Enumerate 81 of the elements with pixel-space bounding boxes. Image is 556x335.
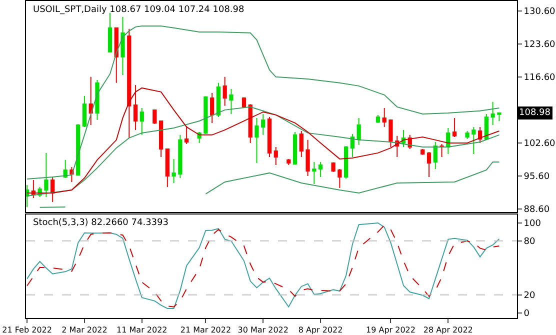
candlestick <box>478 126 482 144</box>
y-tick-label: 0 <box>524 308 530 319</box>
candlestick <box>178 134 182 178</box>
candlestick <box>120 16 125 76</box>
x-tick-label: 19 Apr 2022 <box>366 326 416 335</box>
candlestick <box>312 161 316 184</box>
candlestick <box>440 143 444 158</box>
candlestick <box>95 79 100 120</box>
text: 108.98 <box>519 108 551 118</box>
candlestick <box>76 123 80 176</box>
chart-title: Stoch(5,3,3) 82.2660 74.3393 <box>33 218 168 228</box>
candlestick <box>338 168 342 188</box>
candlestick <box>350 133 355 158</box>
candlestick <box>356 117 361 146</box>
candlestick <box>292 131 298 166</box>
candlestick <box>433 141 438 170</box>
line-series <box>26 25 500 180</box>
candlestick <box>44 152 48 198</box>
candlestick <box>420 148 425 156</box>
candlestick <box>242 96 246 108</box>
candlestick <box>127 28 132 138</box>
candlestick <box>184 125 189 144</box>
y-tick-label: 80 <box>524 237 536 248</box>
candlestick <box>452 117 457 138</box>
candlestick <box>108 12 112 52</box>
y-tick-label: 116.60 <box>524 73 556 84</box>
candlestick <box>318 161 323 178</box>
candlestick <box>331 162 336 172</box>
candlestick <box>376 114 380 124</box>
candlestick <box>216 82 221 118</box>
candlestick <box>388 118 393 148</box>
candlestick <box>261 113 266 136</box>
candlestick <box>140 107 144 136</box>
candlestick <box>172 158 176 184</box>
candlestick <box>254 117 259 164</box>
x-tick-label: 21 Mar 2022 <box>180 326 232 335</box>
candlestick <box>465 130 470 140</box>
candlestick <box>490 101 495 126</box>
x-tick-label: 8 Apr 2022 <box>298 326 343 335</box>
candlestick <box>426 151 432 178</box>
x-tick-label: 11 Mar 2022 <box>116 326 168 335</box>
x-tick-label: 2 Mar 2022 <box>62 326 108 335</box>
candlestick <box>344 145 348 180</box>
candlestick <box>63 159 68 178</box>
candlestick <box>382 107 386 128</box>
candlestick <box>210 92 214 124</box>
candlestick <box>306 139 310 176</box>
candlestick <box>497 112 502 122</box>
candlestick <box>82 95 87 128</box>
candlestick <box>248 104 252 144</box>
text: USOIL_SPT,Daily 108.67 109.04 107.24 108.98 <box>33 5 245 15</box>
candlestick <box>50 176 55 202</box>
x-tick-label: 21 Feb 2022 <box>2 326 52 335</box>
candlestick <box>152 109 157 124</box>
y-tick-label: 102.60 <box>524 139 556 150</box>
candlestick <box>222 76 227 106</box>
candlestick <box>299 130 304 158</box>
y-tick-label: 20 <box>524 290 536 301</box>
candlestick <box>26 184 30 208</box>
x-tick-label: 30 Mar 2022 <box>238 326 288 335</box>
x-tick-label: 28 Apr 2022 <box>423 326 473 335</box>
y-tick-label: 123.60 <box>524 40 556 50</box>
candlestick <box>274 146 278 166</box>
candlestick <box>446 127 450 154</box>
candlestick <box>472 126 476 154</box>
candlestick <box>133 84 138 130</box>
y-tick-label: 95.60 <box>524 172 550 182</box>
y-tick-label: 88.60 <box>524 205 550 216</box>
candlestick <box>165 148 170 188</box>
line-series <box>26 87 500 194</box>
candlestick <box>88 76 93 126</box>
candlestick <box>158 120 164 158</box>
candlestick <box>267 116 272 158</box>
candlestick <box>484 113 488 140</box>
y-tick-label: 130.60 <box>524 7 556 18</box>
candlestick <box>229 88 234 114</box>
line-series <box>26 106 500 196</box>
candlestick <box>114 27 118 84</box>
candlestick <box>286 158 291 166</box>
y-tick-label: 100 <box>524 219 542 230</box>
candlestick <box>204 96 208 134</box>
